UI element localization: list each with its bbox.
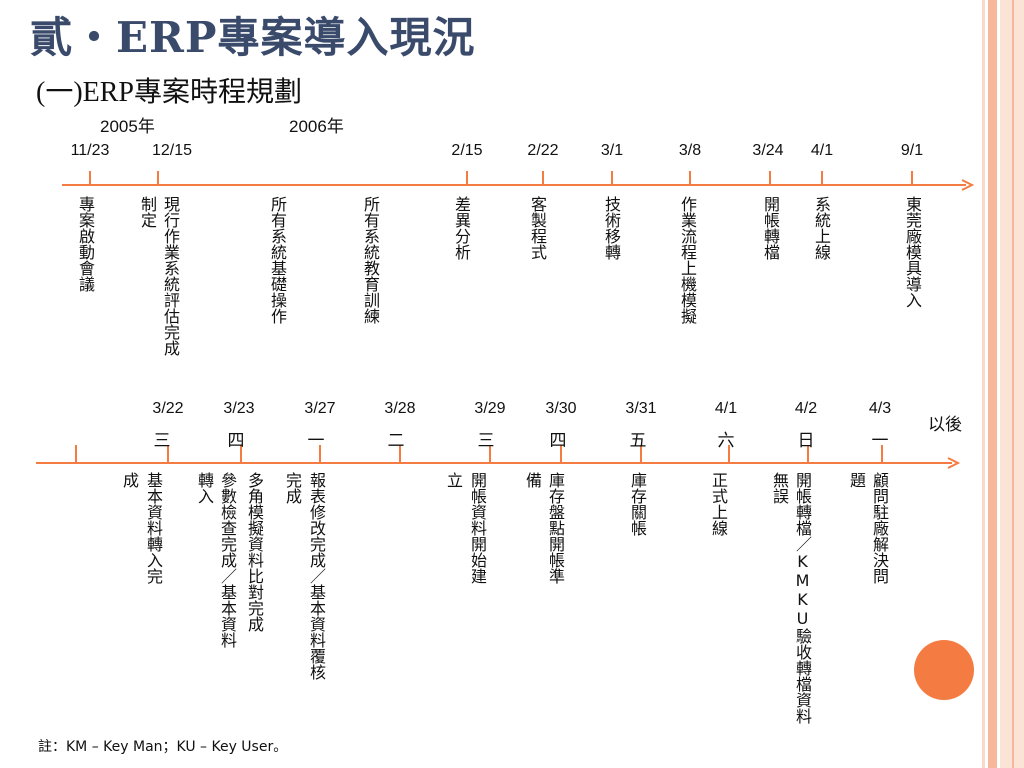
t2-event-label: 備 bbox=[523, 472, 542, 488]
t2-date: 3/31 bbox=[625, 400, 657, 417]
t2-weekday: 四 bbox=[549, 431, 567, 451]
t2-date: 3/29 bbox=[474, 400, 506, 417]
t2-weekday: 六 bbox=[717, 431, 735, 451]
t1-event-label: 系統上線 bbox=[812, 196, 831, 260]
t2-weekday: 四 bbox=[227, 431, 245, 451]
t2-weekday: 一 bbox=[871, 431, 889, 451]
t2-date: 3/27 bbox=[304, 400, 336, 417]
t2-event-label: 完成 bbox=[283, 472, 302, 504]
t2-event-label: 庫存盤點開帳準 bbox=[546, 472, 565, 584]
t1-event-label: 開帳轉檔 bbox=[761, 196, 780, 260]
t2-date: 4/1 bbox=[714, 400, 738, 417]
year-label-2006: 2006年 bbox=[289, 117, 344, 136]
t1-event-label: 所有系統教育訓練 bbox=[361, 196, 380, 324]
t2-date: 3/23 bbox=[223, 400, 255, 417]
t1-date: 2/15 bbox=[451, 142, 483, 159]
t2-date: 4/3 bbox=[868, 400, 892, 417]
t2-weekday: 五 bbox=[629, 431, 647, 451]
t1-event-label: 現行作業系統評估完成 bbox=[161, 196, 180, 356]
t1-date: 11/23 bbox=[70, 142, 110, 159]
timeline-2-axis bbox=[36, 445, 961, 469]
t2-date: 4/2 bbox=[794, 400, 818, 417]
t2-event-label: 庫存關帳 bbox=[628, 472, 647, 536]
decor-stripe-1 bbox=[982, 0, 985, 768]
timeline-1-axis bbox=[62, 171, 975, 191]
t2-weekday: 三 bbox=[153, 431, 171, 451]
t1-date: 3/24 bbox=[752, 142, 784, 159]
t1-date: 4/1 bbox=[810, 142, 834, 159]
t2-event-label: 成 bbox=[120, 472, 139, 488]
t1-date: 12/15 bbox=[151, 142, 193, 159]
t2-event-label: 開帳轉檔／KMKU驗收轉檔資料 bbox=[793, 472, 812, 724]
t1-date: 2/22 bbox=[527, 142, 559, 159]
t2-event-label: 多角模擬資料比對完成 bbox=[245, 472, 264, 632]
t1-date: 3/8 bbox=[678, 142, 702, 159]
t1-event-label: 制定 bbox=[138, 196, 157, 228]
t2-event-label: 報表修改完成／基本資料覆核 bbox=[307, 472, 326, 680]
t2-weekday: 二 bbox=[387, 431, 405, 451]
decor-circle bbox=[914, 640, 974, 700]
t1-event-label: 技術移轉 bbox=[602, 196, 621, 260]
t1-event-label: 差異分析 bbox=[452, 196, 471, 260]
page-title: 貳‧ERP專案導入現況 bbox=[30, 13, 476, 62]
t1-event-label: 專案啟動會議 bbox=[76, 196, 95, 292]
year-label-2005: 2005年 bbox=[100, 117, 155, 136]
t2-event-label: 轉入 bbox=[195, 472, 214, 504]
t2-event-label: 題 bbox=[847, 472, 866, 488]
t2-date: 3/28 bbox=[384, 400, 416, 417]
t2-weekday: 一 bbox=[307, 431, 325, 451]
t2-event-label: 基本資料轉入完 bbox=[144, 472, 163, 584]
t1-date: 3/1 bbox=[600, 142, 624, 159]
t1-date: 9/1 bbox=[900, 142, 924, 159]
t1-event-label: 所有系統基礎操作 bbox=[268, 196, 287, 324]
footnote: 註：KM – Key Man；KU – Key User。 bbox=[38, 739, 288, 755]
t2-event-label: 立 bbox=[444, 472, 463, 488]
t2-weekday: 日 bbox=[797, 431, 815, 451]
t1-event-label: 作業流程上機模擬 bbox=[678, 196, 697, 324]
decor-stripe-2 bbox=[988, 0, 997, 768]
later-label: 以後 bbox=[928, 415, 962, 435]
t1-event-label: 客製程式 bbox=[528, 196, 547, 260]
t2-event-label: 無誤 bbox=[770, 472, 789, 504]
decor-stripe-4 bbox=[1012, 0, 1014, 768]
t2-event-label: 顧問駐廠解決問 bbox=[870, 472, 889, 584]
t2-event-label: 開帳資料開始建 bbox=[468, 472, 487, 584]
section-subtitle: (一)ERP專案時程規劃 bbox=[36, 77, 303, 108]
t1-event-label: 東莞廠模具導入 bbox=[903, 196, 922, 308]
t2-event-label: 正式上線 bbox=[709, 472, 728, 536]
t2-event-label: 參數檢查完成／基本資料 bbox=[218, 472, 237, 648]
t2-date: 3/30 bbox=[545, 400, 577, 417]
t2-weekday: 三 bbox=[477, 431, 495, 451]
t2-date: 3/22 bbox=[152, 400, 184, 417]
